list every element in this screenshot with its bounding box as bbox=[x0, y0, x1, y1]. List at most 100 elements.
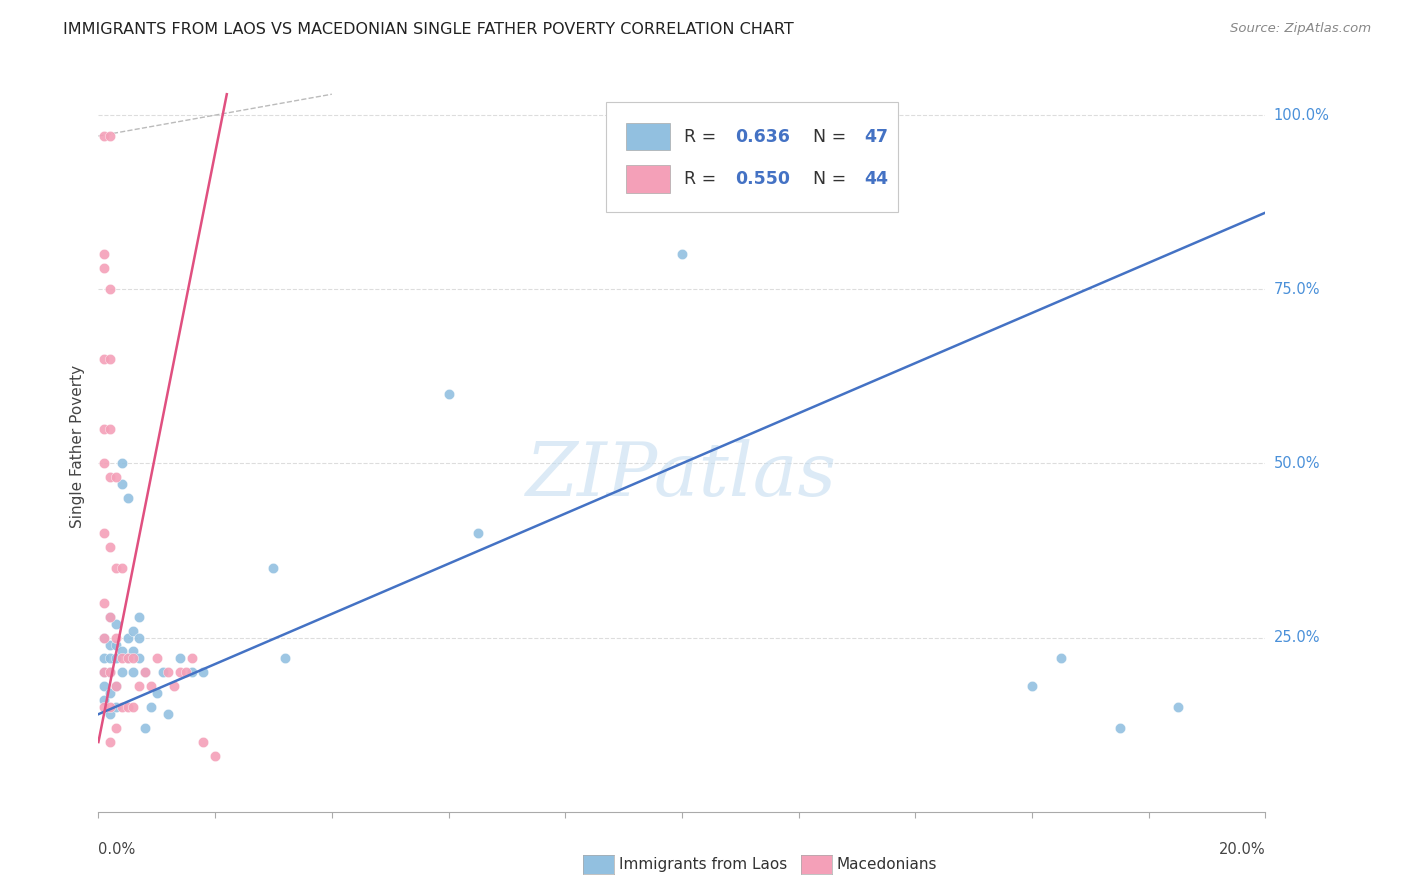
Point bbox=[157, 665, 180, 680]
Point bbox=[93, 679, 115, 693]
Point bbox=[467, 526, 489, 541]
Text: 47: 47 bbox=[863, 128, 889, 145]
Text: IMMIGRANTS FROM LAOS VS MACEDONIAN SINGLE FATHER POVERTY CORRELATION CHART: IMMIGRANTS FROM LAOS VS MACEDONIAN SINGL… bbox=[63, 22, 794, 37]
Point bbox=[104, 721, 127, 735]
Point bbox=[134, 665, 156, 680]
Text: Source: ZipAtlas.com: Source: ZipAtlas.com bbox=[1230, 22, 1371, 36]
Point bbox=[93, 596, 115, 610]
Point bbox=[111, 651, 134, 665]
Text: 75.0%: 75.0% bbox=[1274, 282, 1320, 297]
Point bbox=[117, 651, 139, 665]
Point bbox=[98, 707, 121, 722]
Point bbox=[122, 624, 145, 638]
Text: 0.0%: 0.0% bbox=[98, 842, 135, 857]
Point bbox=[180, 665, 202, 680]
Point bbox=[111, 665, 134, 680]
Point bbox=[98, 665, 121, 680]
Point bbox=[98, 609, 121, 624]
Point bbox=[93, 351, 115, 366]
Point bbox=[104, 700, 127, 714]
Point bbox=[98, 421, 121, 435]
Point bbox=[193, 735, 215, 749]
Point bbox=[117, 700, 139, 714]
Point bbox=[169, 665, 191, 680]
Point bbox=[104, 679, 127, 693]
Point bbox=[1167, 700, 1189, 714]
Text: 100.0%: 100.0% bbox=[1274, 108, 1330, 122]
Point bbox=[93, 665, 115, 680]
Point bbox=[104, 638, 127, 652]
Point bbox=[104, 631, 127, 645]
Point bbox=[262, 561, 284, 575]
Point bbox=[93, 247, 115, 261]
Point bbox=[1021, 679, 1043, 693]
Point bbox=[117, 631, 139, 645]
Point bbox=[1108, 721, 1130, 735]
Point bbox=[93, 421, 115, 435]
Point bbox=[437, 386, 460, 401]
Point bbox=[98, 609, 121, 624]
Point bbox=[146, 686, 169, 700]
Point bbox=[104, 616, 127, 631]
Point bbox=[117, 491, 139, 506]
Text: 25.0%: 25.0% bbox=[1274, 630, 1320, 645]
Text: N =: N = bbox=[813, 170, 852, 188]
Point bbox=[122, 665, 145, 680]
Point bbox=[98, 470, 121, 484]
Point bbox=[122, 644, 145, 658]
Point bbox=[134, 721, 156, 735]
Point bbox=[104, 561, 127, 575]
Point bbox=[111, 457, 134, 471]
Point bbox=[111, 700, 134, 714]
Point bbox=[274, 651, 297, 665]
Point bbox=[111, 644, 134, 658]
Point bbox=[93, 693, 115, 707]
Text: 0.636: 0.636 bbox=[735, 128, 790, 145]
Point bbox=[104, 651, 127, 665]
Point bbox=[111, 477, 134, 491]
Text: R =: R = bbox=[685, 170, 723, 188]
Point bbox=[163, 679, 186, 693]
Point bbox=[139, 700, 162, 714]
Point bbox=[104, 470, 127, 484]
Text: ZIPatlas: ZIPatlas bbox=[526, 439, 838, 511]
FancyBboxPatch shape bbox=[626, 123, 671, 151]
Point bbox=[93, 457, 115, 471]
FancyBboxPatch shape bbox=[626, 165, 671, 193]
Point bbox=[1050, 651, 1073, 665]
Point bbox=[122, 651, 145, 665]
Point bbox=[128, 679, 150, 693]
Point bbox=[193, 665, 215, 680]
FancyBboxPatch shape bbox=[606, 103, 898, 212]
Point bbox=[146, 651, 169, 665]
Point bbox=[98, 540, 121, 554]
Point bbox=[134, 665, 156, 680]
Point bbox=[98, 735, 121, 749]
Point bbox=[93, 526, 115, 541]
Point bbox=[122, 700, 145, 714]
Point bbox=[104, 679, 127, 693]
Text: R =: R = bbox=[685, 128, 723, 145]
Point bbox=[93, 631, 115, 645]
Point bbox=[93, 128, 115, 143]
Point bbox=[98, 686, 121, 700]
Point bbox=[93, 665, 115, 680]
Point bbox=[93, 700, 115, 714]
Point bbox=[98, 128, 121, 143]
Point bbox=[139, 679, 162, 693]
Text: Immigrants from Laos: Immigrants from Laos bbox=[619, 857, 787, 871]
Y-axis label: Single Father Poverty: Single Father Poverty bbox=[70, 365, 86, 527]
Point bbox=[169, 651, 191, 665]
Point bbox=[93, 651, 115, 665]
Text: 50.0%: 50.0% bbox=[1274, 456, 1320, 471]
Point bbox=[204, 749, 226, 764]
Text: 20.0%: 20.0% bbox=[1219, 842, 1265, 857]
Text: 44: 44 bbox=[863, 170, 889, 188]
Point bbox=[671, 247, 693, 261]
Text: 0.550: 0.550 bbox=[735, 170, 790, 188]
Point bbox=[128, 651, 150, 665]
Point bbox=[111, 561, 134, 575]
Point bbox=[157, 707, 180, 722]
Text: Macedonians: Macedonians bbox=[837, 857, 936, 871]
Point bbox=[117, 651, 139, 665]
